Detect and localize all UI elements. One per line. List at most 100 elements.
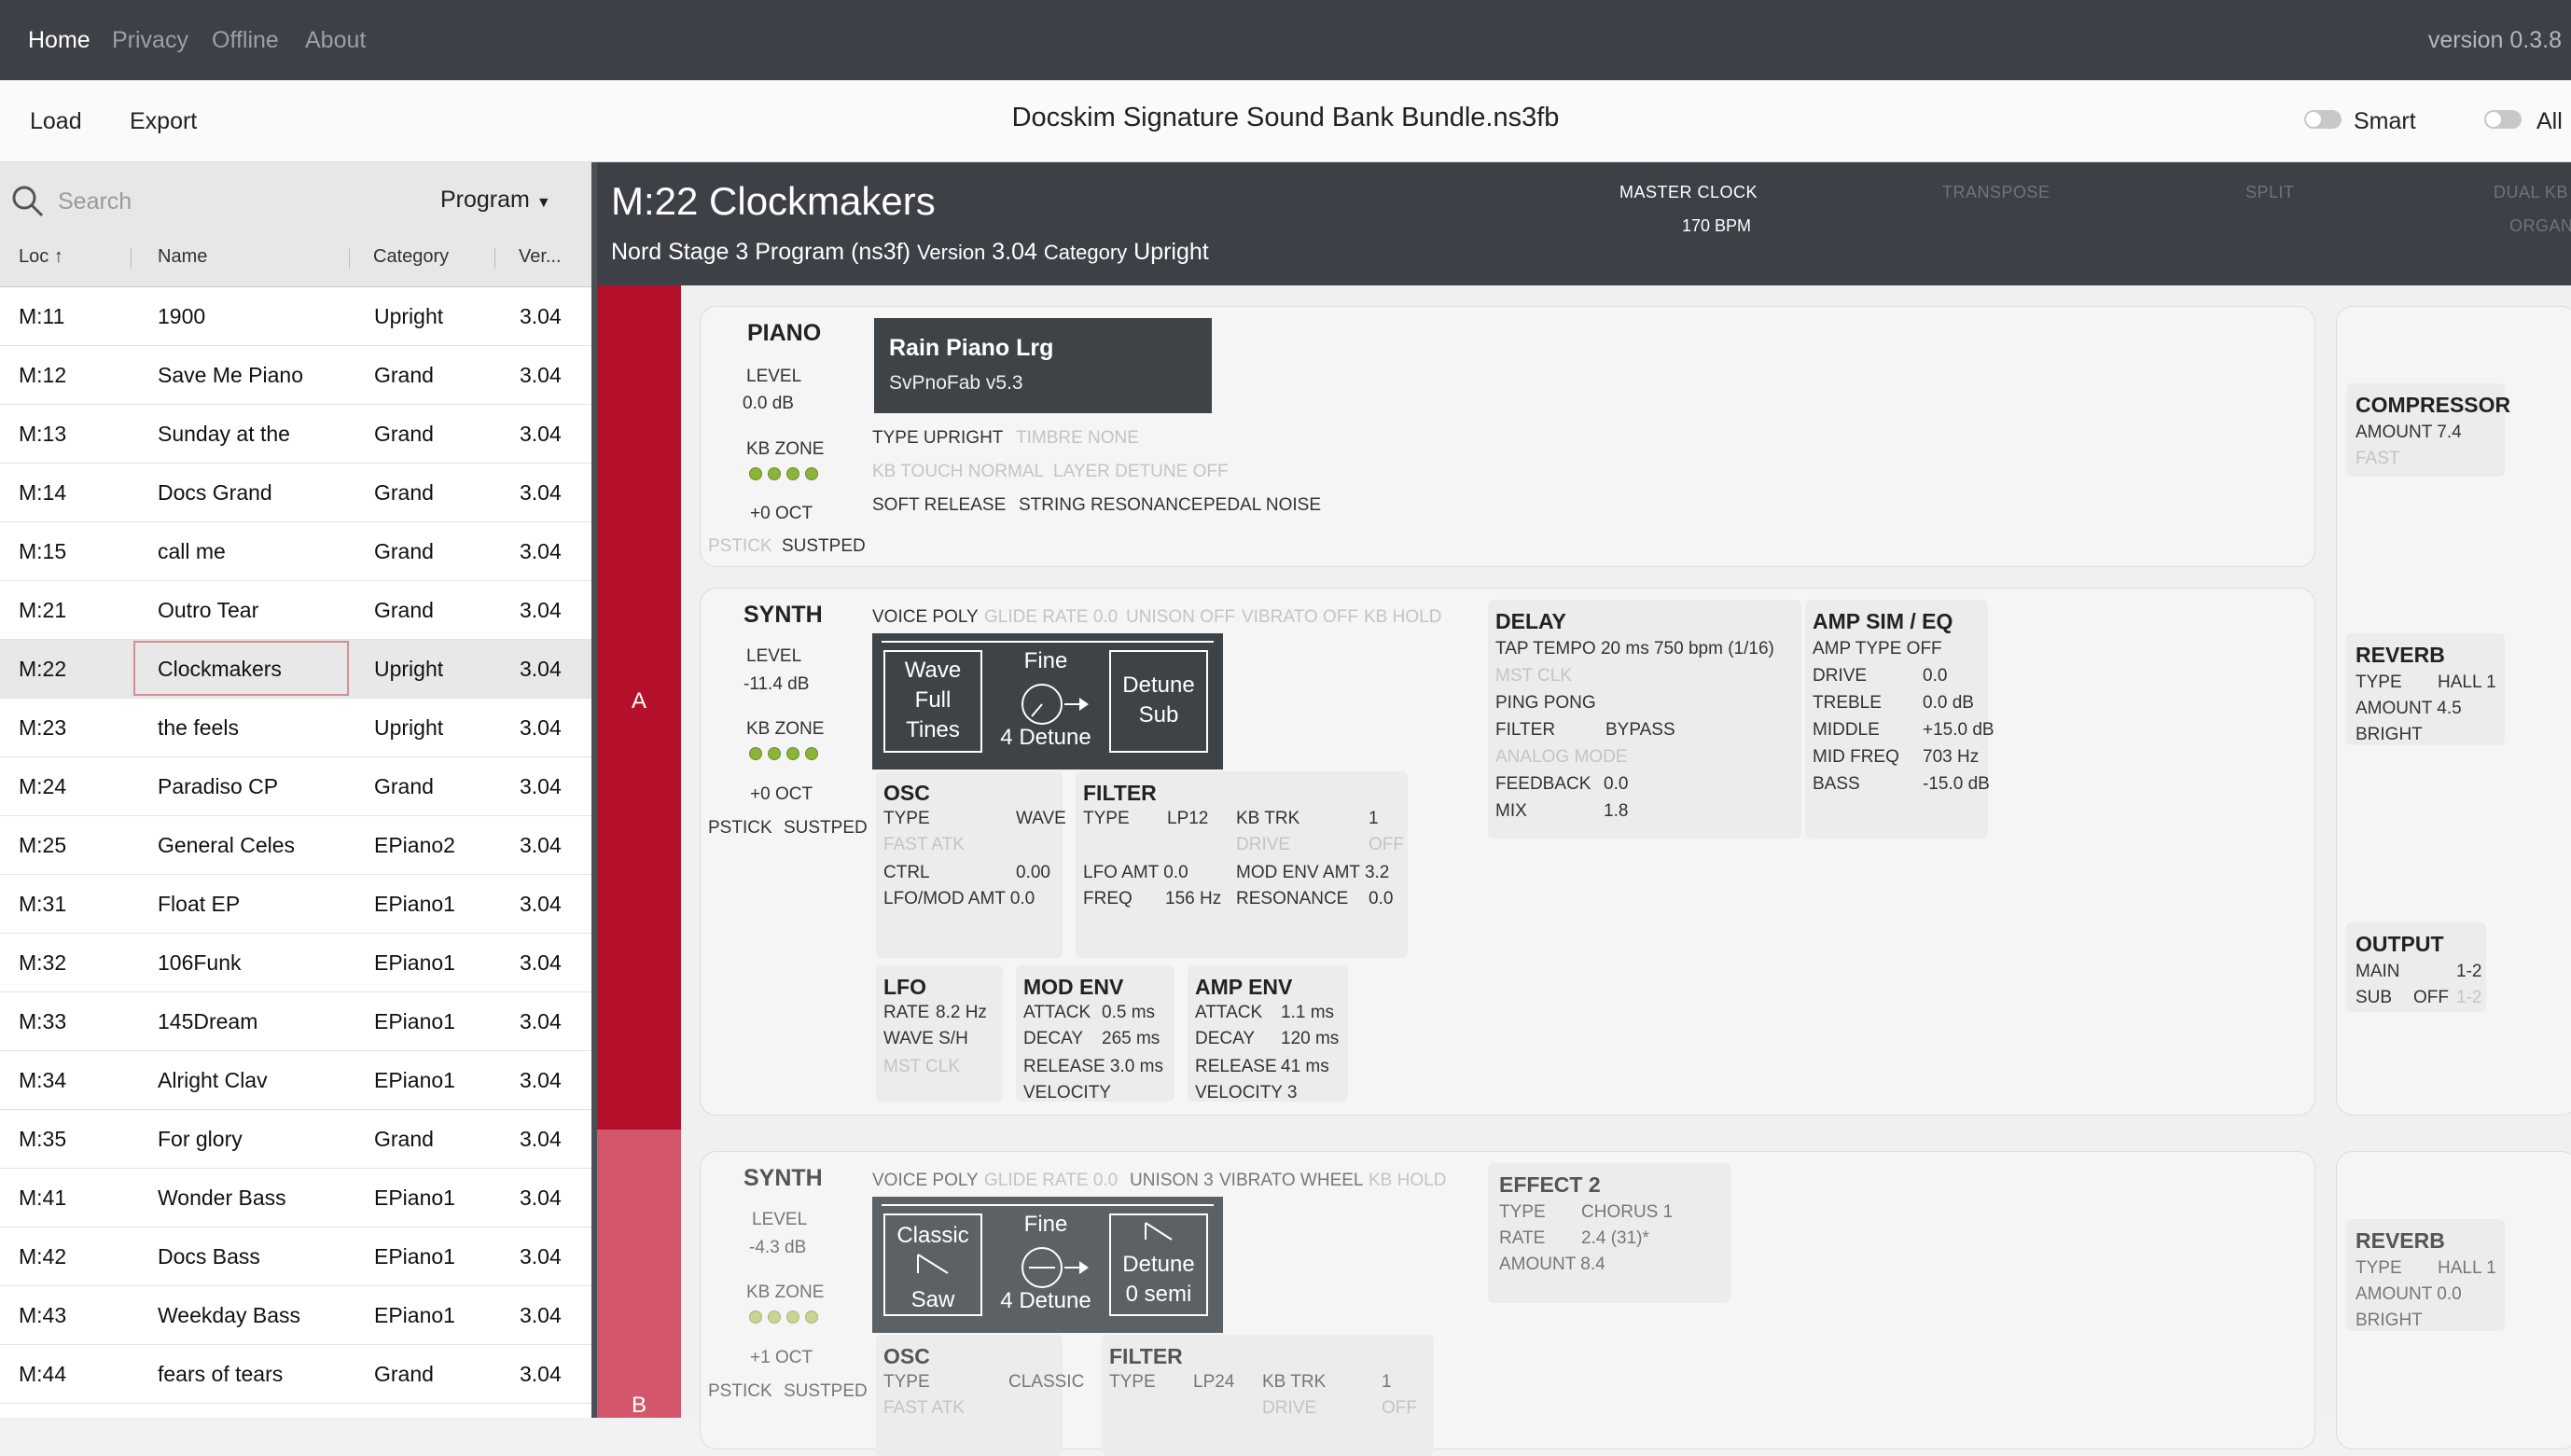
synth-b-vibrato: VIBRATO WHEEL [1219,1171,1364,1190]
compressor-fast: FAST [2356,449,2400,468]
row-loc: M:24 [19,774,67,798]
mod-env-release: RELEASE 3.0 ms [1023,1057,1163,1076]
table-row[interactable]: M:13 Sunday at the Grand 3.04 [0,405,593,464]
table-row[interactable]: M:15 call me Grand 3.04 [0,522,593,581]
row-loc: M:15 [19,539,67,563]
row-name: Docs Grand [158,480,272,505]
saw-wave-icon [917,1254,949,1274]
master-effects-a-panel: COMPRESSOR AMOUNT 7.4 FAST REVERB TYPE H… [2336,306,2571,1116]
table-row[interactable]: M:21 Outro Tear Grand 3.04 [0,581,593,640]
load-button[interactable]: Load [30,108,82,134]
transpose-label: TRANSPOSE [1942,183,2050,201]
reverb-b-type-value: HALL 1 [2438,1258,2496,1278]
table-row[interactable]: M:22 Clockmakers Upright 3.04 [0,640,593,699]
row-loc: M:25 [19,833,67,857]
row-loc: M:35 [19,1127,67,1151]
filter-b-type-label: TYPE [1109,1372,1156,1392]
delay-title: DELAY [1495,609,1566,633]
table-row[interactable]: M:25 General Celes EPiano2 3.04 [0,816,593,875]
synth-b-pstick: PSTICK [708,1381,772,1401]
nav-home[interactable]: Home [28,27,90,53]
compressor-section: COMPRESSOR AMOUNT 7.4 FAST [2346,383,2510,477]
table-row[interactable]: M:24 Paradiso CP Grand 3.04 [0,757,593,816]
mod-env-attack-value: 0.5 ms [1102,1003,1156,1022]
col-header-version[interactable]: Ver... [519,246,562,267]
top-nav: Home Privacy Offline About version 0.3.8 [0,0,2571,80]
smart-toggle[interactable] [2304,110,2342,129]
col-header-category[interactable]: Category [373,246,450,267]
delay-section: DELAY TAP TEMPO 20 ms 750 bpm (1/16) MST… [1488,600,1801,839]
row-category: Grand [374,480,434,505]
category-label: Category [1043,241,1128,264]
col-header-name[interactable]: Name [158,246,208,267]
master-clock-label: MASTER CLOCK [1619,183,1758,201]
row-version: 3.04 [520,657,562,681]
synth-a-lfo-section: LFO RATE 8.2 Hz WAVE S/H MST CLK [876,965,1003,1102]
effect2-section: EFFECT 2 TYPE CHORUS 1 RATE 2.4 (31)* AM… [1488,1163,1730,1303]
row-version: 3.04 [520,598,562,622]
export-button[interactable]: Export [130,108,198,134]
row-version: 3.04 [520,480,562,505]
table-row[interactable]: M:12 Save Me Piano Grand 3.04 [0,346,593,405]
row-category: Upright [374,304,444,328]
col-header-loc[interactable]: Loc ↑ [19,246,63,268]
sidebar-divider[interactable] [591,162,597,1418]
output-sub-value: OFF [2413,988,2449,1007]
row-loc: M:43 [19,1303,67,1327]
table-row[interactable]: M:11 1900 Upright 3.04 [0,287,593,346]
detune-box-line: Sub [1138,702,1179,728]
col-loc-label: Loc [19,246,49,267]
filter-resonance-label: RESONANCE [1236,889,1349,908]
all-toggle[interactable] [2484,110,2522,129]
filter-b-type-value: LP24 [1193,1372,1235,1392]
row-category: Grand [374,1362,434,1386]
search-input[interactable]: Search [58,188,132,215]
piano-level-label: LEVEL [746,367,802,386]
table-row[interactable]: M:33 145Dream EPiano1 3.04 [0,992,593,1051]
compressor-amount: AMOUNT 7.4 [2356,423,2462,442]
delay-filter-label: FILTER [1495,720,1556,740]
table-row[interactable]: M:44 fears of tears Grand 3.04 [0,1345,593,1404]
osc-type-label: TYPE [883,809,930,828]
synth-a-level: -11.4 dB [744,674,810,694]
mod-env-title: MOD ENV [1023,975,1124,999]
filter-b-drive-label: DRIVE [1262,1398,1317,1418]
pitch-slope-icon [1145,1222,1173,1241]
osc-b-title: OSC [883,1344,930,1368]
nav-privacy[interactable]: Privacy [112,27,188,53]
amp-env-attack-label: ATTACK [1195,1003,1263,1022]
row-version: 3.04 [520,892,562,916]
table-row[interactable]: M:41 Wonder Bass EPiano1 3.04 [0,1169,593,1227]
synth-b-osc-section: OSC TYPE CLASSIC FAST ATK [876,1335,1084,1456]
table-row[interactable]: M:23 the feels Upright 3.04 [0,699,593,757]
table-row[interactable]: M:43 Weekday Bass EPiano1 3.04 [0,1286,593,1345]
program-format: Nord Stage 3 Program (ns3f) [611,239,910,265]
piano-soft-release: SOFT RELEASE [872,495,1007,515]
row-name: General Celes [158,833,296,857]
table-row[interactable]: M:35 For glory Grand 3.04 [0,1110,593,1169]
table-row[interactable]: M:14 Docs Grand Grand 3.04 [0,464,593,522]
master-clock-value: 170 BPM [1682,216,1752,235]
osc-ctrl-value: 0.00 [1016,863,1050,882]
output-sub-dim: 1-2 [2456,988,2482,1007]
delay-feedback-label: FEEDBACK [1495,774,1591,794]
effect2-type-value: CHORUS 1 [1581,1202,1674,1222]
reverb-b-type-label: TYPE [2356,1258,2402,1278]
row-loc: M:32 [19,950,67,975]
synth-a-detune-box: Detune Sub [1109,650,1208,753]
row-name: Sunday at the [158,422,290,446]
program-version: 3.04 [992,239,1037,265]
program-dropdown[interactable]: Program ▼ [440,187,551,214]
file-title: Docskim Signature Sound Bank Bundle.ns3f… [1011,103,1560,132]
synth-b-osc-display: Classic Saw Fine 4 Detune Detune 0 semi [872,1197,1223,1333]
piano-sample-name: Rain Piano Lrg [889,335,1054,361]
synth-a-kb-hold: KB HOLD [1364,607,1442,627]
row-name: Docs Bass [158,1244,260,1269]
table-row[interactable]: M:42 Docs Bass EPiano1 3.04 [0,1227,593,1286]
table-row[interactable]: M:34 Alright Clav EPiano1 3.04 [0,1051,593,1110]
table-row[interactable]: M:32 106Funk EPiano1 3.04 [0,934,593,992]
nav-about[interactable]: About [305,27,367,53]
nav-offline[interactable]: Offline [212,27,279,53]
table-row[interactable]: M:31 Float EP EPiano1 3.04 [0,875,593,934]
row-version: 3.04 [520,539,562,563]
